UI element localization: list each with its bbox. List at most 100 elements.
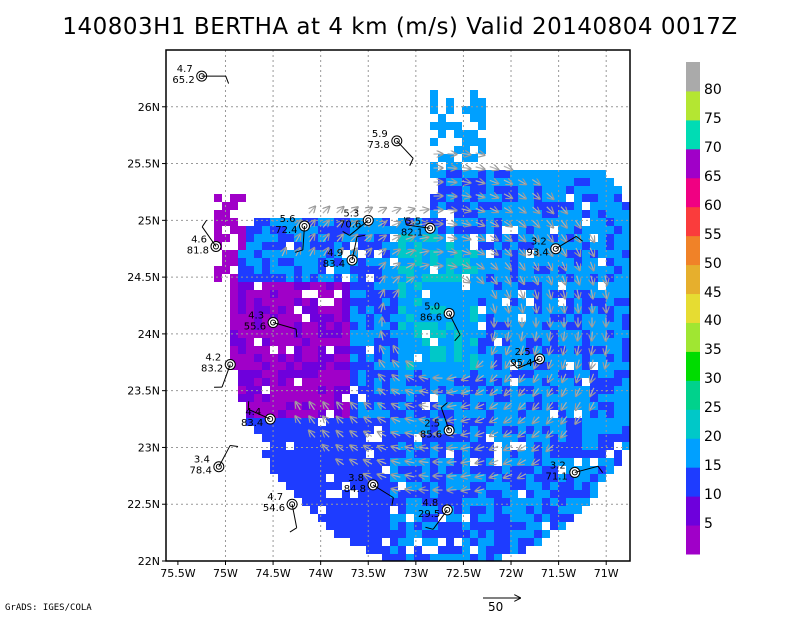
wind-speed-cell (622, 346, 630, 354)
wind-vector (562, 247, 566, 256)
wind-vector (590, 261, 593, 270)
wind-speed-cell (614, 282, 622, 290)
wind-speed-cell (374, 538, 382, 546)
wind-vector (310, 234, 315, 243)
wind-speed-cell (470, 314, 478, 322)
wind-speed-cell (358, 378, 366, 386)
wind-vector (379, 360, 384, 369)
wind-speed-cell (414, 546, 422, 554)
wind-speed-cell (374, 298, 382, 306)
wind-speed-cell (542, 194, 550, 202)
wind-barb-flag (511, 362, 518, 369)
lat-tick-label: 23.5N (127, 385, 160, 398)
wind-speed-cell (598, 466, 606, 474)
wind-speed-cell (614, 306, 622, 314)
wind-speed-cell (310, 346, 318, 354)
wind-speed-cell (502, 258, 510, 266)
wind-speed-cell (374, 386, 382, 394)
wind-speed-cell (470, 378, 478, 386)
wind-speed-cell (550, 186, 558, 194)
colorbar (686, 62, 700, 555)
wind-speed-cell (534, 474, 542, 482)
wind-vector (590, 373, 593, 382)
wind-speed-cell (238, 258, 246, 266)
wind-vector (605, 275, 607, 285)
station: 4.754.6 (263, 492, 298, 533)
wind-speed-cell (606, 458, 614, 466)
wind-speed-cell (534, 218, 542, 226)
wind-speed-cell (598, 426, 606, 434)
wind-speed-cell (366, 362, 374, 370)
wind-speed-cell (302, 410, 310, 418)
wind-speed-cell (294, 386, 302, 394)
wind-speed-cell (486, 274, 494, 282)
wind-speed-cell (622, 378, 630, 386)
wind-speed-cell (438, 554, 446, 561)
wind-speed-cell (230, 330, 238, 338)
wind-speed-cell (382, 546, 390, 554)
wind-speed-cell (582, 186, 590, 194)
wind-speed-cell (478, 202, 486, 210)
wind-vector (476, 375, 484, 380)
wind-speed-cell (566, 514, 574, 522)
wind-speed-cell (430, 194, 438, 202)
wind-speed-cell (622, 218, 630, 226)
colorbar-label: 60 (704, 197, 722, 214)
wind-speed-cell (510, 474, 518, 482)
wind-speed-cell (438, 370, 446, 378)
wind-vector (533, 234, 539, 242)
wind-barb-flag (230, 445, 239, 447)
wind-speed-cell (318, 338, 326, 346)
wind-speed-cell (390, 242, 398, 250)
wind-vector (534, 261, 539, 270)
wind-speed-cell (366, 530, 374, 538)
wind-speed-cell (358, 506, 366, 514)
wind-speed-cell (574, 450, 582, 458)
wind-vector (296, 234, 301, 243)
wind-speed-cell (366, 242, 374, 250)
wind-speed-cell (478, 186, 486, 194)
wind-speed-cell (614, 322, 622, 330)
wind-speed-cell (598, 298, 606, 306)
wind-speed-cell (278, 218, 286, 226)
wind-vector (531, 179, 539, 184)
wind-speed-cell (230, 194, 238, 202)
wind-speed-cell (494, 226, 502, 234)
wind-vector (475, 208, 484, 211)
wind-speed-cell (398, 266, 406, 274)
wind-vector (578, 303, 579, 313)
colorbar-label: 30 (704, 371, 722, 388)
wind-speed-cell (342, 474, 350, 482)
wind-speed-cell (582, 450, 590, 458)
wind-barb-flag (201, 219, 208, 228)
wind-speed-cell (214, 266, 222, 274)
wind-speed-cell (262, 234, 270, 242)
wind-vector (379, 276, 384, 284)
wind-vector (504, 249, 511, 255)
wind-speed-cell (622, 394, 630, 402)
wind-speed-cell (238, 194, 246, 202)
wind-speed-cell (310, 434, 318, 442)
wind-speed-cell (622, 386, 630, 394)
wind-speed-cell (478, 394, 486, 402)
wind-speed-cell (350, 322, 358, 330)
wind-speed-cell (278, 442, 286, 450)
wind-speed-cell (510, 234, 518, 242)
wind-speed-cell (606, 218, 614, 226)
wind-speed-cell (366, 378, 374, 386)
wind-vector (503, 221, 511, 226)
wind-vector (392, 447, 401, 450)
wind-vector (462, 376, 471, 380)
wind-speed-cell (230, 258, 238, 266)
wind-speed-cell (326, 258, 334, 266)
wind-speed-cell (542, 274, 550, 282)
wind-speed-cell (566, 202, 574, 210)
wind-speed-cell (454, 410, 462, 418)
wind-speed-cell (598, 170, 606, 178)
wind-speed-cell (534, 170, 542, 178)
wind-speed-cell (446, 490, 454, 498)
wind-speed-cell (590, 186, 598, 194)
wind-speed-cell (542, 514, 550, 522)
wind-speed-cell (502, 490, 510, 498)
